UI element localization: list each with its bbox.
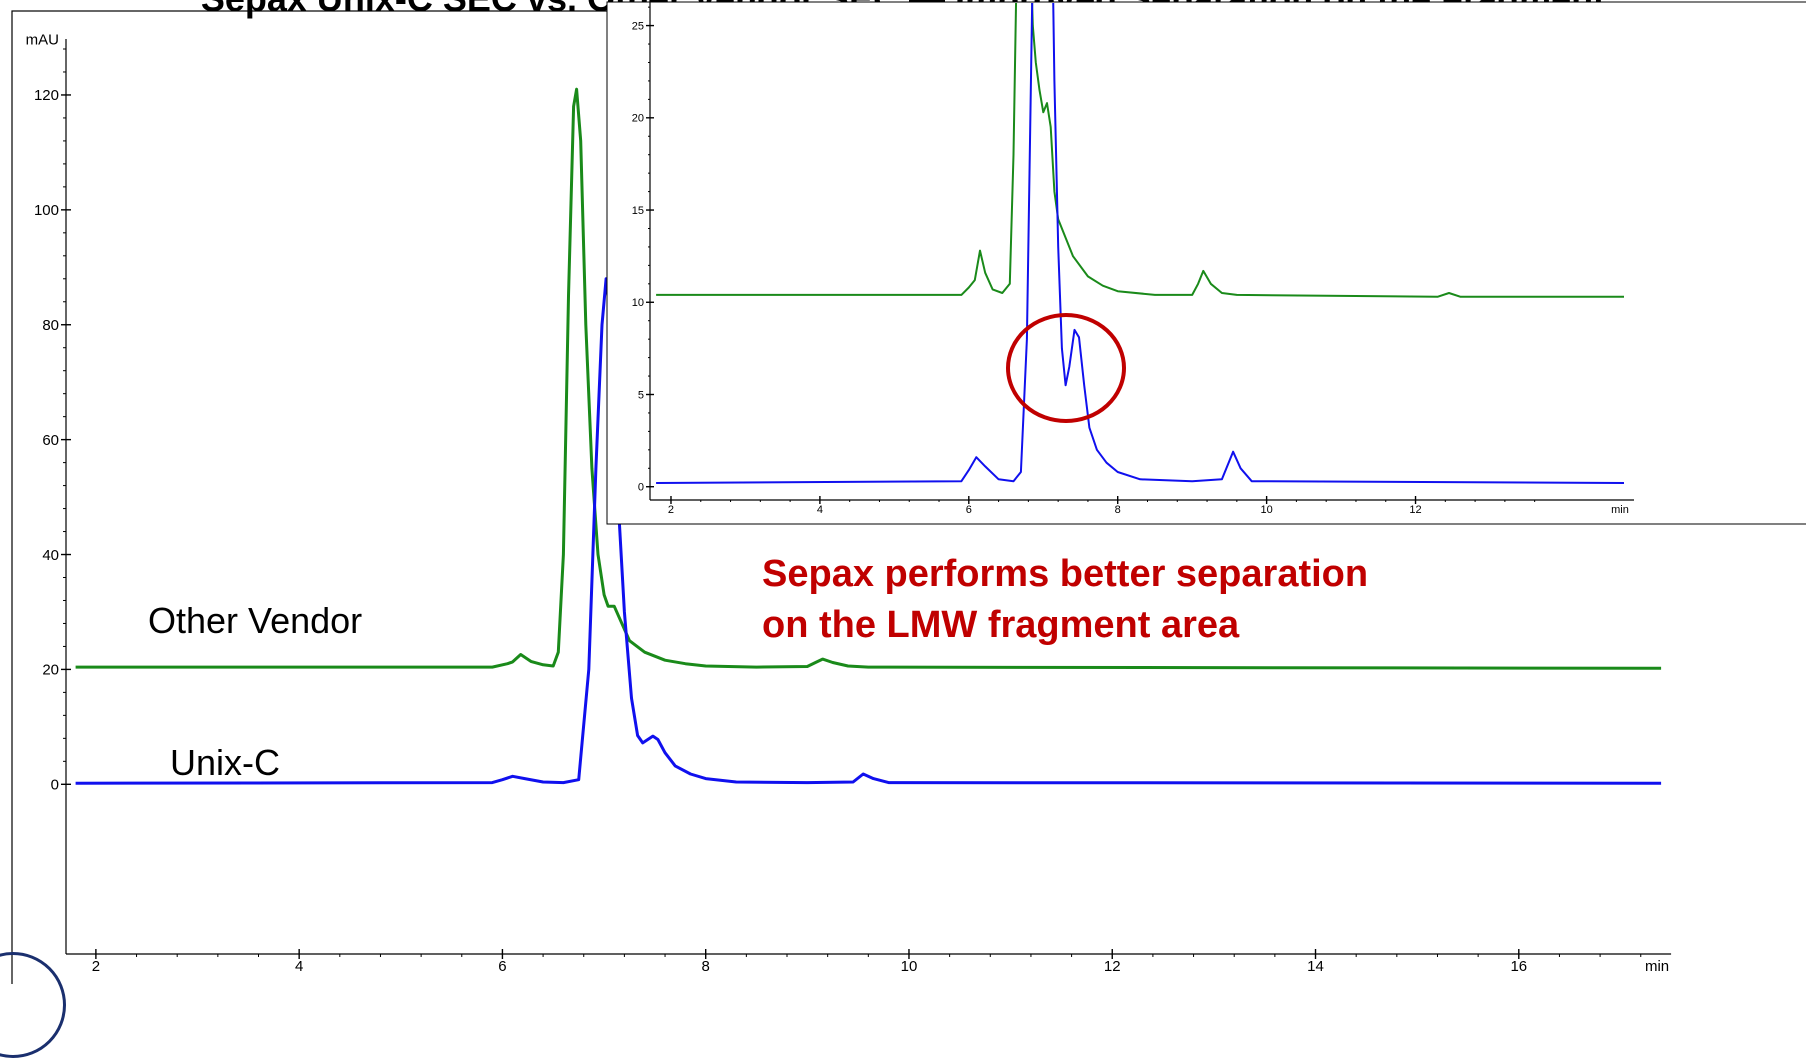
inset-x-tick-label: 4: [817, 504, 823, 516]
inset-y-tick-label: 20: [632, 113, 644, 125]
highlight-circle: [1006, 313, 1126, 423]
main-x-tick-label: 14: [1307, 958, 1324, 975]
inset-y-tick-label: 5: [638, 389, 644, 401]
main-y-tick-label: 0: [51, 777, 59, 794]
chromatogram-figure: 0 20 40 60 80 100 120 mAU 2 4 6 8 10 12 14 16 min 0 5 10 15…: [11, 0, 1806, 984]
series-label-unix-c: Unix-C: [170, 742, 280, 783]
main-x-tick-label: 16: [1510, 958, 1527, 975]
inset-series-line-other-vendor: [656, 3, 1624, 298]
main-y-tick-label: 80: [42, 317, 59, 334]
inset-y-tick-label: 25: [632, 20, 644, 32]
main-y-tick-label: 120: [34, 87, 59, 104]
inset-y-tick-label: 15: [632, 205, 644, 217]
series-label-other-vendor: Other Vendor: [148, 600, 362, 641]
main-x-tick-label: 8: [702, 958, 710, 975]
inset-x-tick-label: 8: [1115, 504, 1121, 516]
inset-panel: [606, 1, 1806, 525]
main-y-unit-label: mAU: [26, 31, 59, 48]
main-series-line-other-vendor: [75, 87, 1662, 670]
main-series-line-unix-c: [75, 277, 1662, 785]
main-y-tick-label: 40: [42, 547, 59, 564]
main-y-tick-label: 60: [42, 432, 59, 449]
main-x-tick-label: 12: [1104, 958, 1121, 975]
annotation-line-2: on the LMW fragment area: [762, 604, 1240, 646]
inset-x-tick-label: 2: [668, 504, 674, 516]
main-x-unit-label: min: [1645, 958, 1669, 975]
main-x-tick-label: 6: [498, 958, 506, 975]
main-x-tick-label: 4: [295, 958, 303, 975]
inset-x-unit-label: min: [1611, 504, 1629, 516]
annotation-line-1: Sepax performs better separation: [762, 553, 1368, 595]
main-y-tick-label: 100: [34, 202, 59, 219]
inset-x-tick-label: 6: [966, 504, 972, 516]
inset-x-tick-label: 12: [1409, 504, 1421, 516]
inset-x-tick-label: 10: [1260, 504, 1272, 516]
main-x-tick-label: 10: [901, 958, 918, 975]
inset-series-line-unix-c: [656, 3, 1625, 484]
inset-y-tick-label: 0: [638, 482, 644, 494]
main-y-tick-label: 20: [42, 662, 59, 679]
main-x-tick-label: 2: [92, 958, 100, 975]
inset-plot: 0510152025mAU24681012min: [632, 0, 1634, 516]
inset-y-tick-label: 10: [632, 297, 644, 309]
